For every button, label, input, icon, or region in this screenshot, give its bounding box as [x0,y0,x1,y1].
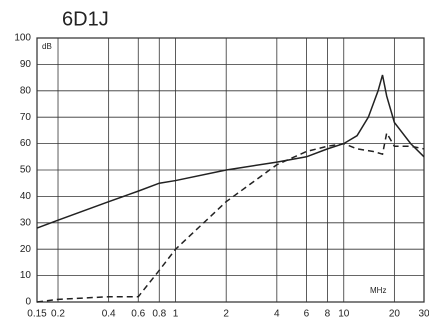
x-tick-label: 10 [338,309,350,320]
y-unit-label: dB [42,42,52,51]
y-tick-label: 30 [20,217,32,228]
x-tick-label: 0.6 [131,309,145,320]
y-tick-label: 40 [20,191,32,202]
y-tick-label: 0 [25,297,31,308]
chart-title: 6D1J [62,8,109,30]
y-tick-label: 100 [14,33,31,44]
y-tick-label: 80 [20,85,32,96]
y-tick-label: 20 [20,244,32,255]
y-tick-label: 10 [20,270,32,281]
x-tick-label: 0.8 [152,309,166,320]
x-unit-label: MHz [370,286,386,295]
x-tick-label: 30 [418,309,429,320]
x-tick-label: 8 [325,309,331,320]
series-line [36,130,425,303]
x-tick-label: 1 [173,309,179,320]
x-tick-label: 0.2 [51,309,65,320]
y-tick-label: 50 [20,165,32,176]
x-tick-label: 0.15 [27,309,47,320]
x-tick-label: 20 [389,309,401,320]
x-tick-label: 0.4 [102,309,116,320]
y-tick-label: 90 [20,59,32,70]
y-tick-label: 60 [20,138,32,149]
x-tick-label: 2 [223,309,229,320]
series-line [36,74,425,229]
x-tick-label: 6 [304,309,310,320]
x-tick-label: 4 [274,309,280,320]
y-tick-label: 70 [20,112,32,123]
